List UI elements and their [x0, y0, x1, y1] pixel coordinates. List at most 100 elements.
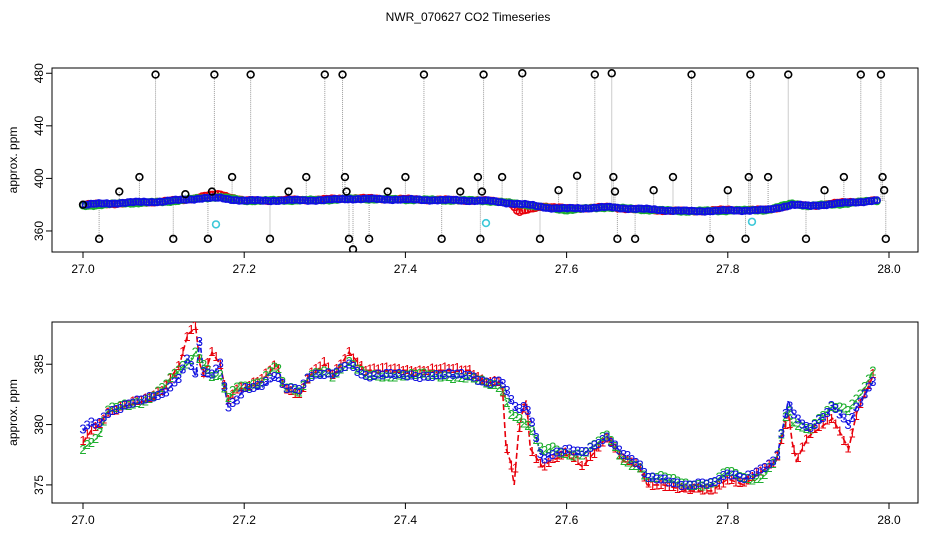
series-1-marker: 1 — [815, 419, 822, 434]
spike-point — [856, 70, 865, 79]
series-3-marker: 3 — [208, 366, 215, 381]
series-2-marker: 2 — [869, 363, 876, 378]
series-3-marker: 3 — [449, 367, 456, 382]
series-2-marker: 2 — [516, 411, 523, 426]
series-1-marker: 1 — [304, 371, 311, 386]
series-2-marker: 2 — [246, 379, 253, 394]
series-2-marker: 2 — [237, 378, 244, 393]
series-3-marker: 3 — [740, 471, 747, 486]
series-3-marker: 3 — [840, 410, 847, 425]
series-3-point — [221, 195, 230, 203]
series-3-marker: 3 — [242, 380, 249, 395]
series-1-marker: 1 — [412, 364, 419, 379]
series-2-marker: 2 — [179, 358, 186, 373]
series-3-marker: 3 — [271, 369, 278, 384]
series-1-line — [82, 326, 874, 492]
series-3-marker: 3 — [354, 364, 361, 379]
series-1-marker: 1 — [528, 444, 535, 459]
series-2-marker: 2 — [337, 361, 344, 376]
spike-point — [746, 70, 755, 79]
series-1-marker: 1 — [607, 434, 614, 449]
series-3-point — [798, 201, 807, 210]
series-3-point — [584, 204, 593, 213]
series-1-marker: 1 — [724, 473, 731, 488]
series-1-marker: 1 — [612, 441, 619, 456]
series-1-marker: 1 — [316, 359, 323, 374]
series-1-marker: 1 — [300, 380, 307, 395]
series-2-marker: 2 — [84, 437, 91, 452]
series-3-marker: 3 — [121, 397, 128, 412]
plot-frame-2 — [51, 321, 919, 504]
series-3-point — [756, 205, 765, 214]
series-3-marker: 3 — [395, 366, 402, 381]
series-3-marker: 3 — [533, 430, 540, 445]
series-2-marker: 2 — [437, 370, 444, 385]
series-2-marker: 2 — [703, 477, 710, 492]
series-3-point — [298, 196, 307, 205]
series-3-point — [393, 195, 402, 204]
series-3-marker: 3 — [645, 470, 652, 485]
series-3-marker: 3 — [853, 400, 860, 415]
series-2-marker: 2 — [187, 352, 194, 367]
series-1-marker: 1 — [104, 405, 111, 420]
series-2-marker: 2 — [861, 379, 868, 394]
series-2-marker: 2 — [499, 383, 506, 398]
series-3-marker: 3 — [183, 352, 190, 367]
series-1-marker: 1 — [408, 363, 415, 378]
series-2-marker: 2 — [225, 390, 232, 405]
series-3-marker: 3 — [707, 475, 714, 490]
series-1-marker: 1 — [691, 480, 698, 495]
series-3-point — [767, 205, 776, 214]
y-axis-label: approx. ppm — [6, 379, 20, 446]
series-3-point — [409, 195, 418, 204]
series-3-marker: 3 — [753, 464, 760, 479]
series-2-marker: 2 — [362, 367, 369, 382]
series-3-marker: 3 — [84, 417, 91, 432]
series-1-marker: 1 — [740, 475, 747, 490]
series-1-marker: 1 — [296, 386, 303, 401]
series-1-marker: 1 — [225, 392, 232, 407]
series-2-marker: 2 — [574, 447, 581, 462]
series-1-marker: 1 — [416, 362, 423, 377]
series-3-point — [462, 197, 471, 206]
series-3-marker: 3 — [337, 360, 344, 375]
series-2-marker: 2 — [321, 363, 328, 378]
spike-point — [210, 70, 219, 79]
series-3-marker: 3 — [325, 365, 332, 380]
series-3-point — [626, 204, 635, 213]
series-1-marker: 1 — [163, 378, 170, 393]
series-1-marker: 1 — [283, 382, 290, 397]
spike-point — [401, 172, 410, 182]
series-2-marker: 2 — [379, 370, 386, 385]
series-3-marker: 3 — [150, 389, 157, 404]
series-3-marker: 3 — [179, 362, 186, 377]
series-3-point — [348, 195, 357, 204]
series-3-point — [724, 206, 733, 215]
series-2-marker: 2 — [108, 400, 115, 415]
series-1-marker: 1 — [769, 456, 776, 471]
series-3-point — [793, 200, 802, 209]
x-tick-label: 27.0 — [71, 513, 95, 527]
spike-point — [497, 172, 507, 182]
series-1-marker: 1 — [499, 384, 506, 399]
series-3-marker: 3 — [799, 417, 806, 432]
series-3-point — [835, 199, 844, 208]
series-1-marker: 1 — [358, 358, 365, 373]
series-3-marker: 3 — [836, 406, 843, 421]
spike-point — [169, 234, 178, 244]
spike-point — [181, 189, 190, 199]
series-1-marker: 1 — [478, 372, 485, 387]
series-1-marker: 1 — [354, 355, 361, 370]
series-2-marker: 2 — [478, 372, 485, 387]
series-3-marker: 3 — [682, 477, 689, 492]
series-1-marker: 1 — [308, 364, 315, 379]
series-1-marker: 1 — [154, 384, 161, 399]
series-1-marker: 1 — [661, 479, 668, 494]
series-2-marker: 2 — [686, 478, 693, 493]
series-3-marker: 3 — [728, 468, 735, 483]
series-2-marker: 2 — [732, 466, 739, 481]
spike-point — [881, 234, 890, 244]
series-3-marker: 3 — [133, 392, 140, 407]
series-2-marker: 2 — [753, 471, 760, 486]
series-1-marker: 1 — [632, 455, 639, 470]
